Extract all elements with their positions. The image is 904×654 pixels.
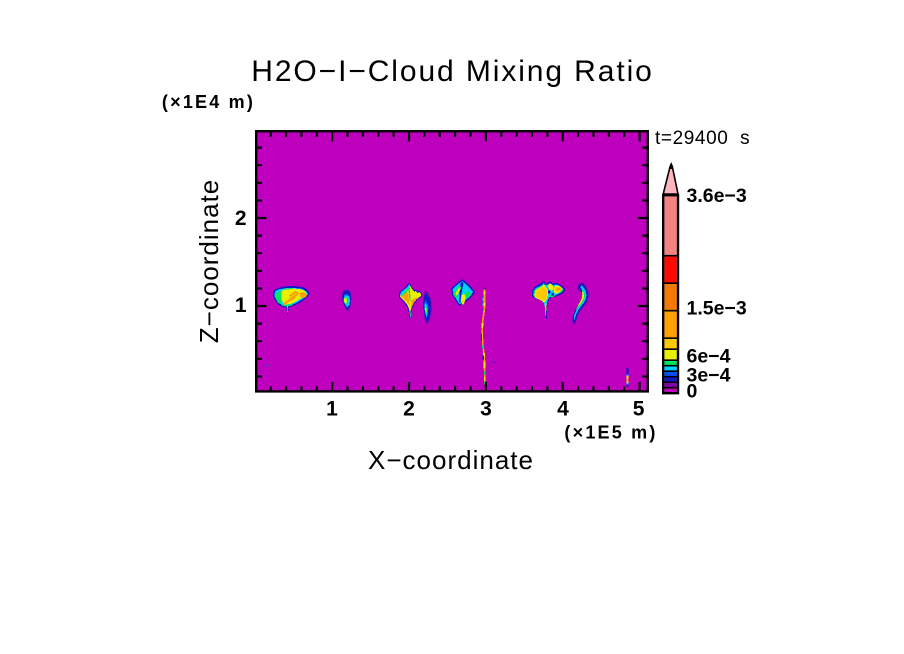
svg-text:2: 2 xyxy=(235,207,247,230)
svg-text:1.5e−3: 1.5e−3 xyxy=(687,298,747,320)
svg-text:4: 4 xyxy=(557,398,569,421)
svg-text:1: 1 xyxy=(326,398,338,421)
svg-text:(×1E4 m): (×1E4 m) xyxy=(162,92,255,112)
svg-text:1: 1 xyxy=(235,294,247,317)
svg-text:3e−4: 3e−4 xyxy=(687,365,731,387)
svg-text:0: 0 xyxy=(687,381,698,403)
svg-text:5: 5 xyxy=(633,398,645,421)
svg-text:3: 3 xyxy=(480,398,492,421)
svg-text:3.6e−3: 3.6e−3 xyxy=(687,185,747,207)
svg-text:(×1E5 m): (×1E5 m) xyxy=(564,423,657,443)
svg-text:2: 2 xyxy=(403,398,415,421)
svg-text:X−coordinate: X−coordinate xyxy=(368,445,534,475)
svg-text:t=29400 s: t=29400 s xyxy=(655,128,750,149)
svg-text:Z−coordinate: Z−coordinate xyxy=(194,179,224,343)
svg-text:H2O−I−Cloud Mixing Ratio: H2O−I−Cloud Mixing Ratio xyxy=(251,55,653,88)
svg-text:6e−4: 6e−4 xyxy=(687,346,731,368)
